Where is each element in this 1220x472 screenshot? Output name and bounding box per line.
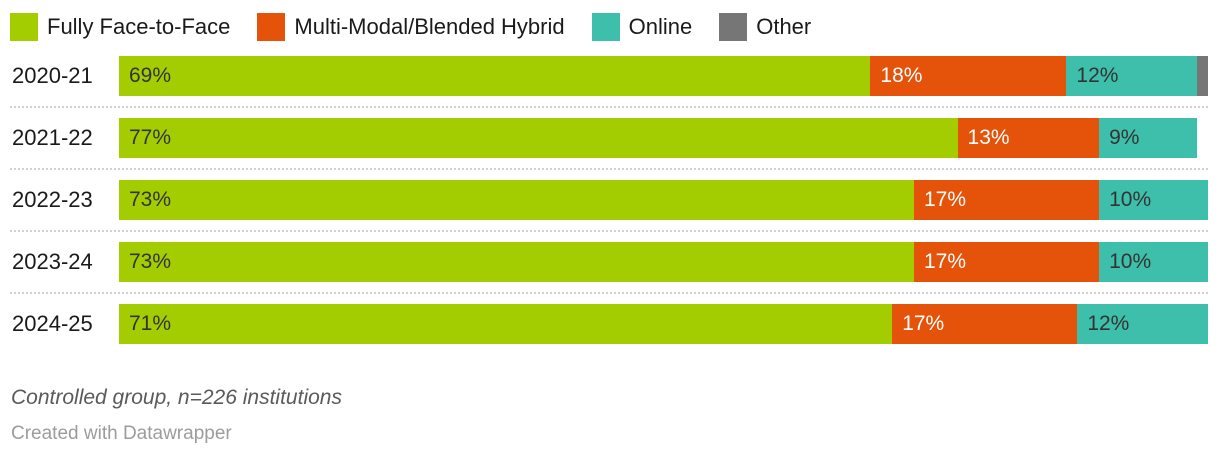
legend-item-label: Multi-Modal/Blended Hybrid [294,14,565,39]
bar-segment: 73% [119,242,914,282]
bar-segment [1197,56,1208,96]
segment-value-label: 10% [1109,250,1152,273]
chart-rows: 2020-21 69% 18% 12% 2021-22 77% 13% 9% 2022-… [0,56,1220,344]
legend-item-label: Fully Face-to-Face [47,14,231,39]
swatch-gray-icon [719,13,748,41]
segment-value-label: 71% [129,312,172,335]
category-label: 2020-21 [12,63,93,88]
bar-segment: 9% [1099,118,1198,158]
legend-item-label: Online [628,14,693,39]
bar-segment: 18% [870,56,1067,96]
segment-value-label: 12% [1076,64,1119,87]
segment-value-label: 10% [1109,188,1152,211]
bar-segment: 71% [119,304,893,344]
bar-segment: 17% [913,180,1100,220]
stacked-bar: 71% 17% 12% [119,304,1208,344]
stacked-bar: 73% 17% 10% [119,242,1208,282]
swatch-teal-icon [591,13,620,41]
segment-value-label: 12% [1087,312,1130,335]
segment-value-label: 17% [902,312,945,335]
category-label: 2024-25 [12,311,93,336]
segment-value-label: 73% [129,188,172,211]
row-separator [10,168,1208,170]
bar-segment: 10% [1099,180,1208,220]
legend: Fully Face-to-Face Multi-Modal/Blended H… [10,13,1220,41]
segment-value-label: 17% [923,250,966,273]
bar-segment: 17% [892,304,1078,344]
bar-segment: 13% [957,118,1100,158]
legend-item: Online [591,13,693,41]
bar-row: 2020-21 69% 18% 12% [0,56,1220,96]
stacked-bar: 73% 17% 10% [119,180,1208,220]
segment-value-label: 77% [129,126,172,149]
bar-segment: 73% [119,180,914,220]
swatch-orange-icon [257,13,286,41]
datawrapper-credit: Created with Datawrapper [11,423,232,444]
segment-value-label: 73% [129,250,172,273]
bar-row: 2021-22 77% 13% 9% [0,118,1220,158]
row-separator [10,230,1208,232]
segment-value-label: 17% [923,188,966,211]
row-separator [10,292,1208,294]
legend-item: Fully Face-to-Face [10,13,230,41]
bar-segment: 77% [119,118,958,158]
swatch-green-icon [10,13,38,41]
bar-segment: 17% [913,242,1100,282]
category-label: 2023-24 [12,249,93,274]
legend-item-label: Other [756,14,812,39]
bar-segment: 12% [1066,56,1198,96]
stacked-bar: 77% 13% 9% [119,118,1208,158]
stacked-bar: 69% 18% 12% [119,56,1208,96]
segment-value-label: 9% [1109,126,1140,149]
footer-note: Controlled group, n=226 institutions [11,386,342,409]
segment-value-label: 13% [967,126,1010,149]
category-label: 2021-22 [12,125,93,150]
bar-segment: 12% [1077,304,1208,344]
legend-item: Other [719,13,811,41]
bar-row: 2022-23 73% 17% 10% [0,180,1220,220]
bar-row: 2023-24 73% 17% 10% [0,242,1220,282]
segment-value-label: 18% [880,64,923,87]
category-label: 2022-23 [12,187,93,212]
bar-segment: 10% [1099,242,1208,282]
bar-row: 2024-25 71% 17% 12% [0,304,1220,344]
segment-value-label: 69% [129,64,172,87]
legend-item: Multi-Modal/Blended Hybrid [257,13,565,41]
row-separator [10,106,1208,108]
bar-segment: 69% [119,56,871,96]
